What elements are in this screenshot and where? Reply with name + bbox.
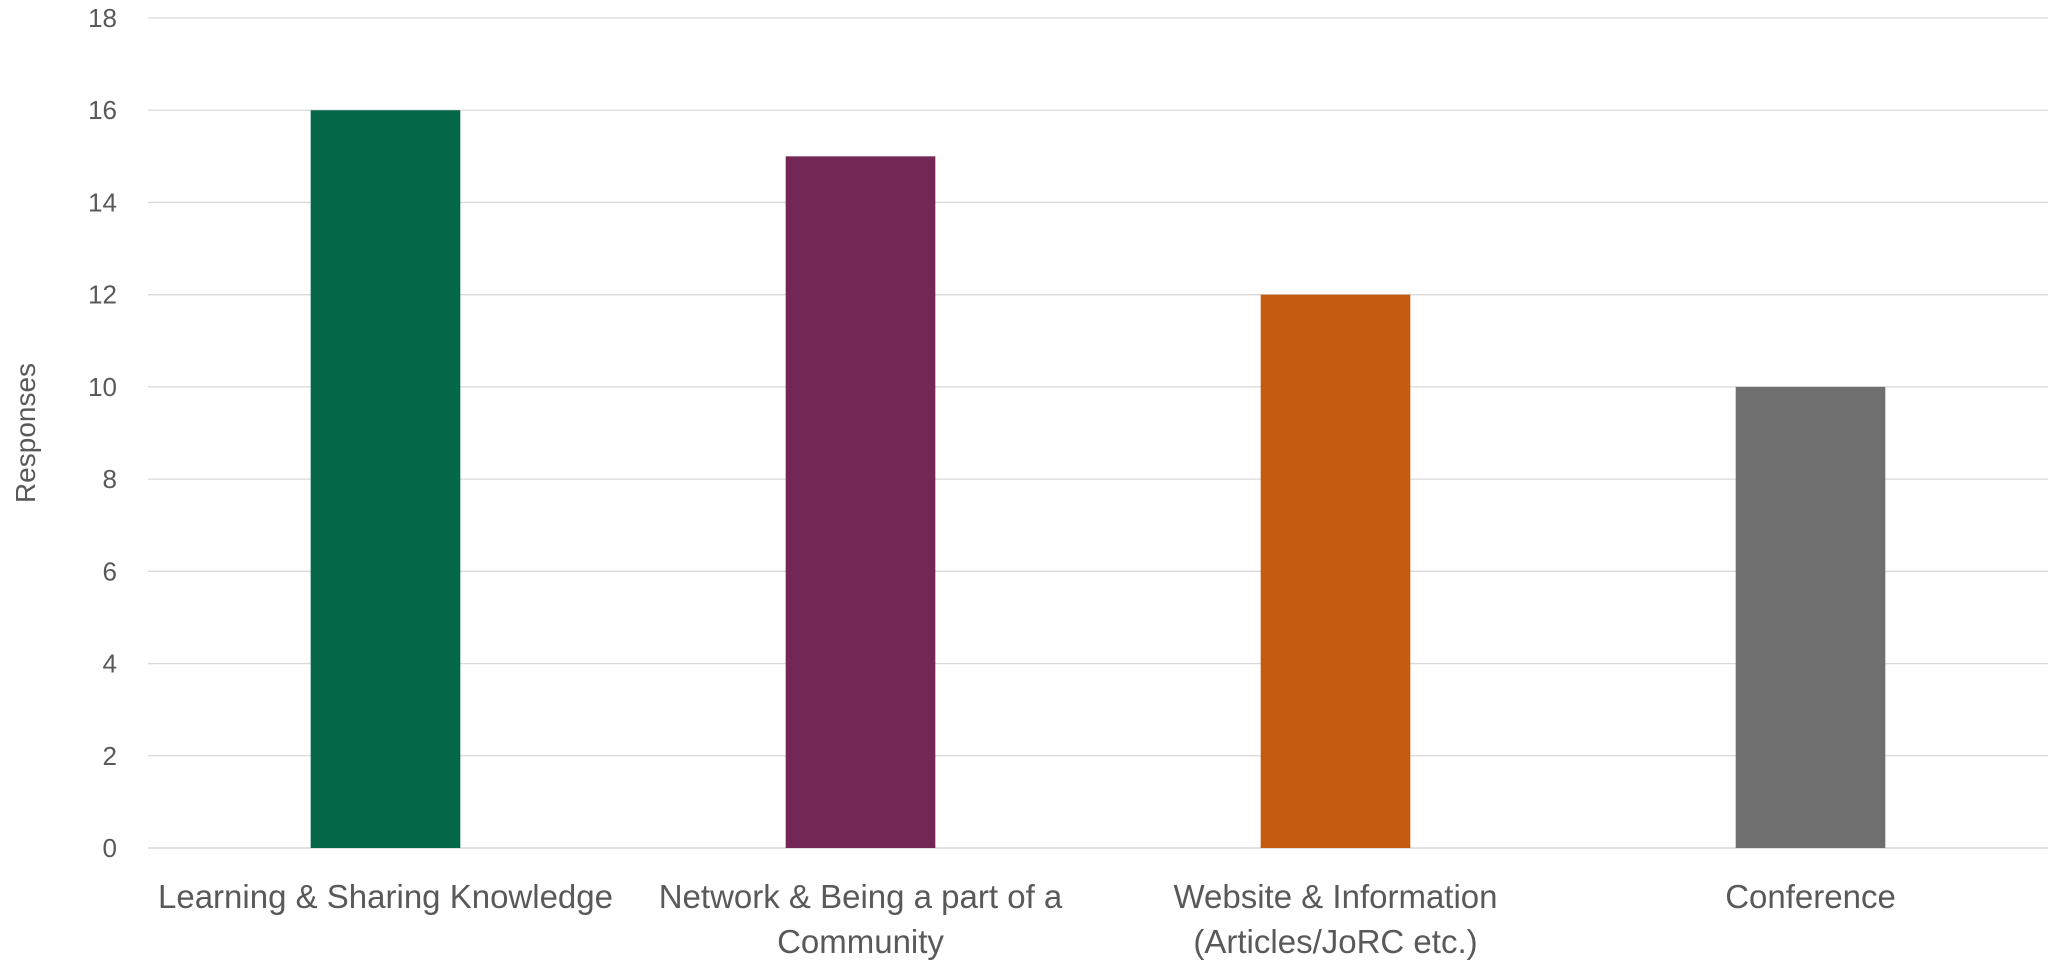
x-category-label: Learning & Sharing Knowledge [158,878,613,915]
bar [1260,294,1411,849]
x-category-label: Website & Information (Articles/JoRC etc.… [1173,878,1497,960]
x-category-label: Conference [1725,878,1896,915]
y-tick-label: 0 [103,833,117,863]
y-tick-label: 18 [88,3,117,33]
y-tick-label: 4 [103,649,117,679]
y-tick-label: 2 [103,741,117,771]
y-tick-label: 12 [88,280,117,310]
y-tick-label: 6 [103,556,117,586]
y-tick-label: 14 [88,187,117,217]
bar [310,110,461,848]
y-axis-ticks: 0 2 4 6 8 10 12 14 16 18 [88,3,117,863]
y-tick-label: 16 [88,95,117,125]
bars [310,110,1886,849]
x-axis-labels: Learning & Sharing Knowledge Network & Be… [158,878,1896,960]
y-axis-title: Responses [10,363,41,503]
x-category-label: Network & Being a part of a Community [659,878,1063,960]
y-tick-label: 8 [103,464,117,494]
gridlines [148,17,2048,849]
y-tick-label: 10 [88,372,117,402]
bar [785,156,936,849]
bar [1735,386,1886,848]
